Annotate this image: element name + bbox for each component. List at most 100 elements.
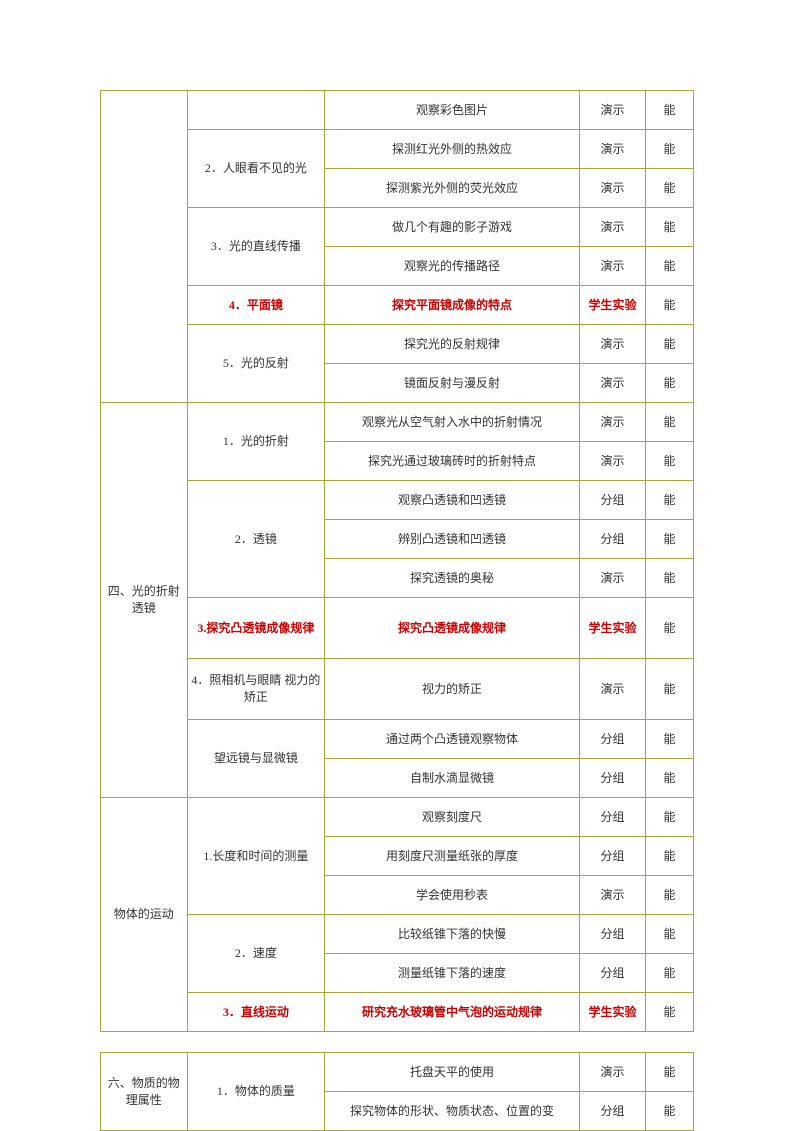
section-cell: 2．速度: [187, 915, 325, 993]
mode-cell: 演示: [579, 91, 645, 130]
status-cell: 能: [646, 91, 694, 130]
section-cell: 5．光的反射: [187, 325, 325, 403]
section-cell: 3．直线运动: [187, 993, 325, 1032]
experiment-cell: 探究物体的形状、物质状态、位置的变: [325, 1092, 580, 1131]
status-cell: 能: [646, 915, 694, 954]
status-cell: 能: [646, 837, 694, 876]
mode-cell: 演示: [579, 403, 645, 442]
mode-cell: 演示: [579, 169, 645, 208]
section-cell: 4．平面镜: [187, 286, 325, 325]
experiment-cell: 探测红光外侧的热效应: [325, 130, 580, 169]
section-cell: 3.探究凸透镜成像规律: [187, 598, 325, 659]
mode-cell: 学生实验: [579, 286, 645, 325]
experiment-cell: 探测紫光外侧的荧光效应: [325, 169, 580, 208]
table-row: 2．透镜 观察凸透镜和凹透镜 分组 能: [101, 481, 694, 520]
mode-cell: 演示: [579, 1053, 645, 1092]
mode-cell: 分组: [579, 954, 645, 993]
mode-cell: 分组: [579, 520, 645, 559]
table-row: 望远镜与显微镜 通过两个凸透镜观察物体 分组 能: [101, 720, 694, 759]
mode-cell: 分组: [579, 481, 645, 520]
mode-cell: 演示: [579, 559, 645, 598]
experiment-cell: 探究光的反射规律: [325, 325, 580, 364]
status-cell: 能: [646, 598, 694, 659]
experiment-cell: 辨别凸透镜和凹透镜: [325, 520, 580, 559]
experiment-cell: 托盘天平的使用: [325, 1053, 580, 1092]
mode-cell: 分组: [579, 798, 645, 837]
table-row: 四、光的折射 透镜 1．光的折射 观察光从空气射入水中的折射情况 演示 能: [101, 403, 694, 442]
experiment-cell: 视力的矫正: [325, 659, 580, 720]
mode-cell: 分组: [579, 720, 645, 759]
mode-cell: 演示: [579, 325, 645, 364]
experiment-cell: 观察光的传播路径: [325, 247, 580, 286]
experiment-cell: 探究凸透镜成像规律: [325, 598, 580, 659]
status-cell: 能: [646, 520, 694, 559]
experiment-cell: 做几个有趣的影子游戏: [325, 208, 580, 247]
experiment-cell: 探究光通过玻璃砖时的折射特点: [325, 442, 580, 481]
mode-cell: 演示: [579, 130, 645, 169]
section-cell: [187, 91, 325, 130]
status-cell: 能: [646, 798, 694, 837]
status-cell: 能: [646, 169, 694, 208]
mode-cell: 演示: [579, 247, 645, 286]
experiment-cell: 自制水滴显微镜: [325, 759, 580, 798]
section-cell: 3．光的直线传播: [187, 208, 325, 286]
mode-cell: 学生实验: [579, 598, 645, 659]
page-container: 观察彩色图片 演示 能 2．人眼看不见的光 探测红光外侧的热效应 演示 能 探测…: [0, 0, 794, 1131]
status-cell: 能: [646, 208, 694, 247]
experiment-cell: 观察刻度尺: [325, 798, 580, 837]
experiment-cell: 探究透镜的奥秘: [325, 559, 580, 598]
status-cell: 能: [646, 954, 694, 993]
experiment-cell: 研究充水玻璃管中气泡的运动规律: [325, 993, 580, 1032]
table-row: 六、物质的物理属性 1．物体的质量 托盘天平的使用 演示 能: [101, 1053, 694, 1092]
status-cell: 能: [646, 759, 694, 798]
status-cell: 能: [646, 247, 694, 286]
table-row: 3．直线运动 研究充水玻璃管中气泡的运动规律 学生实验 能: [101, 993, 694, 1032]
mode-cell: 演示: [579, 876, 645, 915]
chapter-cell: [101, 91, 188, 403]
experiment-cell: 学会使用秒表: [325, 876, 580, 915]
chapter-cell: 物体的运动: [101, 798, 188, 1032]
experiment-cell: 观察光从空气射入水中的折射情况: [325, 403, 580, 442]
experiment-table-1: 观察彩色图片 演示 能 2．人眼看不见的光 探测红光外侧的热效应 演示 能 探测…: [100, 90, 694, 1032]
table-row: 5．光的反射 探究光的反射规律 演示 能: [101, 325, 694, 364]
table-row: 观察彩色图片 演示 能: [101, 91, 694, 130]
mode-cell: 演示: [579, 442, 645, 481]
section-cell: 1．物体的质量: [187, 1053, 325, 1131]
experiment-cell: 观察凸透镜和凹透镜: [325, 481, 580, 520]
table-row: 物体的运动 1.长度和时间的测量 观察刻度尺 分组 能: [101, 798, 694, 837]
status-cell: 能: [646, 286, 694, 325]
mode-cell: 演示: [579, 208, 645, 247]
mode-cell: 分组: [579, 837, 645, 876]
status-cell: 能: [646, 130, 694, 169]
experiment-cell: 通过两个凸透镜观察物体: [325, 720, 580, 759]
experiment-cell: 比较纸锥下落的快慢: [325, 915, 580, 954]
status-cell: 能: [646, 481, 694, 520]
experiment-cell: 镜面反射与漫反射: [325, 364, 580, 403]
status-cell: 能: [646, 993, 694, 1032]
status-cell: 能: [646, 559, 694, 598]
section-cell: 望远镜与显微镜: [187, 720, 325, 798]
section-cell: 2．人眼看不见的光: [187, 130, 325, 208]
status-cell: 能: [646, 1092, 694, 1131]
section-cell: 2．透镜: [187, 481, 325, 598]
experiment-table-2: 六、物质的物理属性 1．物体的质量 托盘天平的使用 演示 能 探究物体的形状、物…: [100, 1052, 694, 1131]
mode-cell: 分组: [579, 759, 645, 798]
chapter-cell: 四、光的折射 透镜: [101, 403, 188, 798]
status-cell: 能: [646, 442, 694, 481]
mode-cell: 演示: [579, 364, 645, 403]
table-row: 4．平面镜 探究平面镜成像的特点 学生实验 能: [101, 286, 694, 325]
table-row: 2．速度 比较纸锥下落的快慢 分组 能: [101, 915, 694, 954]
status-cell: 能: [646, 659, 694, 720]
experiment-cell: 观察彩色图片: [325, 91, 580, 130]
status-cell: 能: [646, 364, 694, 403]
mode-cell: 演示: [579, 659, 645, 720]
experiment-cell: 测量纸锥下落的速度: [325, 954, 580, 993]
chapter-cell: 六、物质的物理属性: [101, 1053, 188, 1131]
table-row: 2．人眼看不见的光 探测红光外侧的热效应 演示 能: [101, 130, 694, 169]
experiment-cell: 探究平面镜成像的特点: [325, 286, 580, 325]
table-row: 3．光的直线传播 做几个有趣的影子游戏 演示 能: [101, 208, 694, 247]
table-row: 3.探究凸透镜成像规律 探究凸透镜成像规律 学生实验 能: [101, 598, 694, 659]
mode-cell: 分组: [579, 915, 645, 954]
table-row: 4．照相机与眼睛 视力的矫正 视力的矫正 演示 能: [101, 659, 694, 720]
section-cell: 4．照相机与眼睛 视力的矫正: [187, 659, 325, 720]
